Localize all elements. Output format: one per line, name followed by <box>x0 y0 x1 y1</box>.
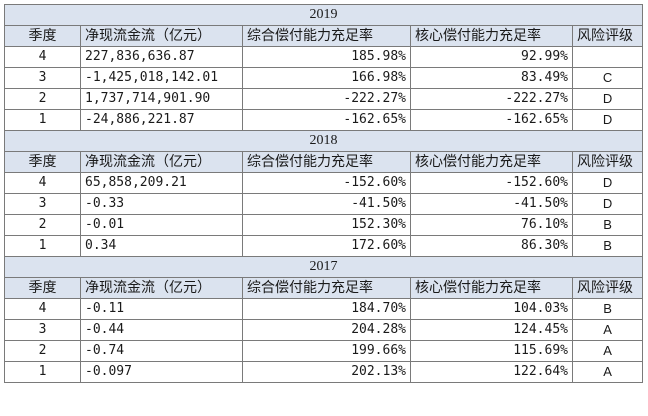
column-header-comprehensive-solvency: 综合偿付能力充足率 <box>242 151 411 173</box>
column-header-quarter: 季度 <box>4 277 81 299</box>
cell-quarter: 2 <box>4 214 81 236</box>
column-header-quarter: 季度 <box>4 25 81 47</box>
cell-cash-flow: -0.01 <box>80 214 243 236</box>
table-row: 4 -0.11 184.70% 104.03% B <box>4 298 644 320</box>
cell-quarter: 3 <box>4 193 81 215</box>
cell-core-solvency: -152.60% <box>410 172 573 194</box>
cell-core-solvency: 92.99% <box>410 46 573 68</box>
column-header-core-solvency: 核心偿付能力充足率 <box>410 277 573 299</box>
cell-core-solvency: 122.64% <box>410 361 573 383</box>
cell-quarter: 4 <box>4 46 81 68</box>
table-row: 4 65,858,209.21 -152.60% -152.60% D <box>4 172 644 194</box>
column-header-row: 季度 净现流金流（亿元） 综合偿付能力充足率 核心偿付能力充足率 风险评级 <box>4 151 644 173</box>
cell-quarter: 3 <box>4 67 81 89</box>
cell-cash-flow: 65,858,209.21 <box>80 172 243 194</box>
column-header-comprehensive-solvency: 综合偿付能力充足率 <box>242 25 411 47</box>
column-header-risk-rating: 风险评级 <box>571 151 644 173</box>
year-header-row: 2018 <box>3 130 644 152</box>
table-row: 3 -1,425,018,142.01 166.98% 83.49% C <box>4 67 644 89</box>
year-label: 2017 <box>3 256 644 278</box>
cell-comprehensive-solvency: 166.98% <box>242 67 411 89</box>
column-header-risk-rating: 风险评级 <box>571 25 644 47</box>
cell-core-solvency: -222.27% <box>410 88 573 110</box>
cell-risk-rating <box>571 46 644 68</box>
cell-risk-rating: D <box>571 172 644 194</box>
table-row: 2 1,737,714,901.90 -222.27% -222.27% D <box>4 88 644 110</box>
table-row: 1 -0.097 202.13% 122.64% A <box>4 361 644 383</box>
cell-comprehensive-solvency: -222.27% <box>242 88 411 110</box>
cell-risk-rating: D <box>571 193 644 215</box>
cell-core-solvency: 83.49% <box>410 67 573 89</box>
cell-quarter: 3 <box>4 319 81 341</box>
column-header-cash-flow: 净现流金流（亿元） <box>80 25 243 47</box>
cell-core-solvency: 76.10% <box>410 214 573 236</box>
column-header-cash-flow: 净现流金流（亿元） <box>80 277 243 299</box>
cell-core-solvency: 86.30% <box>410 235 573 257</box>
cell-comprehensive-solvency: 202.13% <box>242 361 411 383</box>
year-header-row: 2017 <box>3 256 644 278</box>
cell-comprehensive-solvency: 152.30% <box>242 214 411 236</box>
cell-cash-flow: -1,425,018,142.01 <box>80 67 243 89</box>
year-header-row: 2019 <box>3 4 644 26</box>
cell-cash-flow: -0.097 <box>80 361 243 383</box>
cell-cash-flow: 1,737,714,901.90 <box>80 88 243 110</box>
cell-quarter: 1 <box>4 235 81 257</box>
cell-cash-flow: -0.11 <box>80 298 243 320</box>
cell-comprehensive-solvency: 172.60% <box>242 235 411 257</box>
cell-risk-rating: D <box>571 109 644 131</box>
cell-comprehensive-solvency: 185.98% <box>242 46 411 68</box>
cell-core-solvency: -41.50% <box>410 193 573 215</box>
column-header-cash-flow: 净现流金流（亿元） <box>80 151 243 173</box>
cell-cash-flow: 227,836,636.87 <box>80 46 243 68</box>
column-header-core-solvency: 核心偿付能力充足率 <box>410 25 573 47</box>
table-row: 4 227,836,636.87 185.98% 92.99% <box>4 46 644 68</box>
cell-risk-rating: C <box>571 67 644 89</box>
cell-comprehensive-solvency: 199.66% <box>242 340 411 362</box>
cell-risk-rating: A <box>571 340 644 362</box>
cell-risk-rating: B <box>571 298 644 320</box>
cell-cash-flow: -0.74 <box>80 340 243 362</box>
column-header-row: 季度 净现流金流（亿元） 综合偿付能力充足率 核心偿付能力充足率 风险评级 <box>4 25 644 47</box>
table-row: 3 -0.33 -41.50% -41.50% D <box>4 193 644 215</box>
cell-risk-rating: A <box>571 319 644 341</box>
cell-cash-flow: -0.44 <box>80 319 243 341</box>
table-row: 1 0.34 172.60% 86.30% B <box>4 235 644 257</box>
solvency-table: 2019 季度 净现流金流（亿元） 综合偿付能力充足率 核心偿付能力充足率 风险评级 4 22… <box>3 4 644 383</box>
cell-risk-rating: A <box>571 361 644 383</box>
year-label: 2019 <box>3 4 644 26</box>
column-header-risk-rating: 风险评级 <box>571 277 644 299</box>
cell-comprehensive-solvency: -152.60% <box>242 172 411 194</box>
column-header-comprehensive-solvency: 综合偿付能力充足率 <box>242 277 411 299</box>
cell-quarter: 2 <box>4 340 81 362</box>
cell-comprehensive-solvency: -41.50% <box>242 193 411 215</box>
cell-comprehensive-solvency: 204.28% <box>242 319 411 341</box>
cell-comprehensive-solvency: -162.65% <box>242 109 411 131</box>
cell-cash-flow: -0.33 <box>80 193 243 215</box>
cell-risk-rating: D <box>571 88 644 110</box>
cell-core-solvency: 115.69% <box>410 340 573 362</box>
column-header-row: 季度 净现流金流（亿元） 综合偿付能力充足率 核心偿付能力充足率 风险评级 <box>4 277 644 299</box>
cell-core-solvency: -162.65% <box>410 109 573 131</box>
cell-risk-rating: B <box>571 214 644 236</box>
cell-quarter: 4 <box>4 172 81 194</box>
cell-core-solvency: 124.45% <box>410 319 573 341</box>
column-header-quarter: 季度 <box>4 151 81 173</box>
cell-comprehensive-solvency: 184.70% <box>242 298 411 320</box>
cell-quarter: 2 <box>4 88 81 110</box>
table-row: 3 -0.44 204.28% 124.45% A <box>4 319 644 341</box>
table-row: 1 -24,886,221.87 -162.65% -162.65% D <box>4 109 644 131</box>
cell-quarter: 1 <box>4 109 81 131</box>
table-row: 2 -0.01 152.30% 76.10% B <box>4 214 644 236</box>
cell-quarter: 4 <box>4 298 81 320</box>
column-header-core-solvency: 核心偿付能力充足率 <box>410 151 573 173</box>
year-label: 2018 <box>3 130 644 152</box>
table-row: 2 -0.74 199.66% 115.69% A <box>4 340 644 362</box>
cell-quarter: 1 <box>4 361 81 383</box>
cell-risk-rating: B <box>571 235 644 257</box>
cell-cash-flow: 0.34 <box>80 235 243 257</box>
table-body: 2019 季度 净现流金流（亿元） 综合偿付能力充足率 核心偿付能力充足率 风险评级 4 22… <box>3 4 644 383</box>
cell-cash-flow: -24,886,221.87 <box>80 109 243 131</box>
cell-core-solvency: 104.03% <box>410 298 573 320</box>
